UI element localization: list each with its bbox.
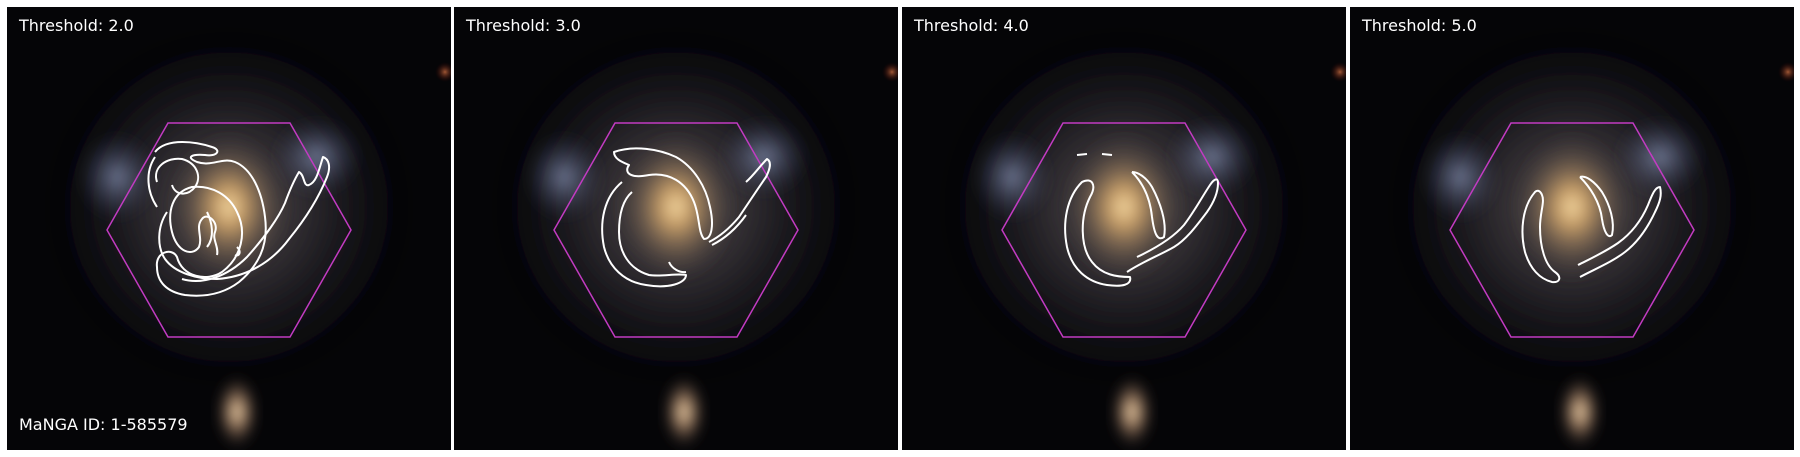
contour-lines bbox=[147, 141, 331, 297]
ifu-hexagon bbox=[1449, 122, 1695, 338]
ifu-hexagon bbox=[553, 122, 799, 338]
panel-threshold-5: Threshold: 5.0 bbox=[1350, 7, 1794, 450]
panel-threshold-3: Threshold: 3.0 bbox=[454, 7, 898, 450]
ifu-hexagon bbox=[1001, 122, 1247, 338]
contour-lines bbox=[601, 147, 771, 288]
threshold-label: Threshold: 5.0 bbox=[1362, 16, 1477, 35]
contour-lines bbox=[1064, 153, 1219, 287]
galaxy-image bbox=[454, 7, 898, 450]
ifu-hexagon bbox=[106, 122, 352, 338]
threshold-label: Threshold: 2.0 bbox=[19, 16, 134, 35]
panel-threshold-4: Threshold: 4.0 bbox=[902, 7, 1346, 450]
manga-id-label: MaNGA ID: 1-585579 bbox=[19, 415, 188, 434]
galaxy-image bbox=[7, 7, 451, 450]
galaxy-image bbox=[1350, 7, 1794, 450]
threshold-label: Threshold: 3.0 bbox=[466, 16, 581, 35]
panel-threshold-2: Threshold: 2.0 MaNGA ID: 1-585579 bbox=[7, 7, 451, 450]
threshold-label: Threshold: 4.0 bbox=[914, 16, 1029, 35]
contour-lines bbox=[1521, 175, 1662, 284]
galaxy-image bbox=[902, 7, 1346, 450]
